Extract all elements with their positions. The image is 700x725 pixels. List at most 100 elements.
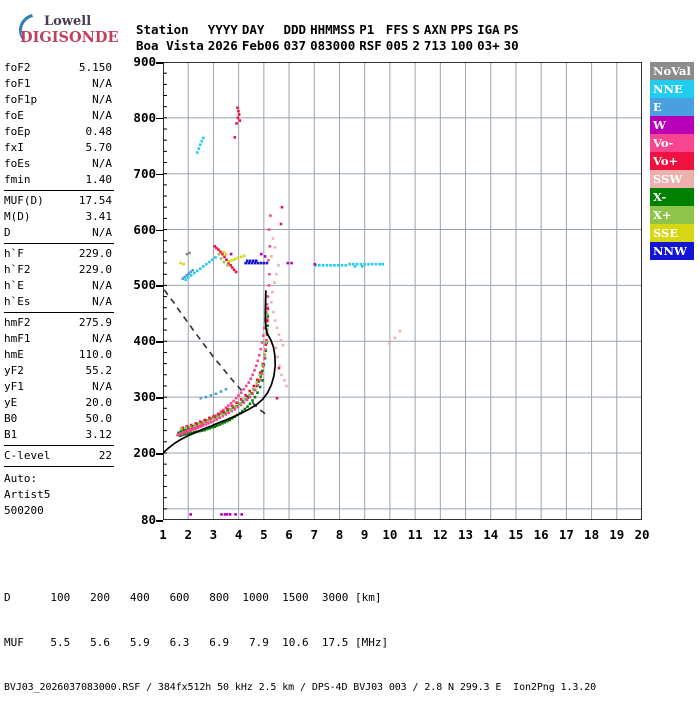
param-freq-value-3: N/A — [92, 109, 112, 122]
logo-arc-icon — [19, 14, 33, 45]
station-header: Station YYYY DAY DDD HHMMSS P1 FFS S AXN PPS IGA PS… — [136, 22, 523, 54]
legend-item-x-[interactable]: X+ — [650, 206, 694, 224]
header-col-2: DAY — [241, 22, 265, 37]
legend-item-vo-[interactable]: Vo- — [650, 134, 694, 152]
param-group-clevel: C-level 22 — [4, 448, 114, 467]
param-profile-value-2: 110.0 — [78, 348, 112, 361]
param-freq-value-4: 0.48 — [85, 125, 113, 138]
header-col-4: HHMMSS — [310, 22, 356, 37]
ionogram-page: Lowell DIGISONDE Station YYYY DAY DDD HHMMSS… — [4, 8, 694, 693]
header-val-2: Feb06 — [241, 38, 280, 53]
x-tick-label-15: 15 — [508, 527, 524, 542]
x-tick-label-18: 18 — [584, 527, 600, 542]
x-tick-label-20: 20 — [634, 527, 650, 542]
x-tick-label-12: 12 — [432, 527, 448, 542]
param-profile-row: hmF2 275.9 — [4, 315, 112, 331]
param-clevel-value-0: 22 — [98, 449, 112, 462]
param-profile-value-5: 20.0 — [85, 396, 113, 409]
param-muf-value-2: N/A — [92, 226, 112, 239]
legend-item-nne[interactable]: NNE — [650, 80, 694, 98]
param-vheight-row: h`Es N/A — [4, 294, 112, 310]
series-x- — [179, 252, 269, 431]
footer-scales: D 100 200 400 600 800 1000 1500 3000 [km… — [4, 560, 596, 725]
header-col-7: S — [412, 22, 420, 37]
param-vheight-key-1: h`F2 — [4, 263, 31, 276]
x-tick-label-5: 5 — [260, 527, 268, 542]
y-tick-label-700: 700 — [133, 165, 156, 181]
param-profile-key-0: hmF2 — [4, 316, 31, 329]
ionogram-plot-canvas[interactable] — [163, 62, 642, 520]
param-vheight-value-0: 229.0 — [78, 247, 112, 260]
y-tick-label-300: 300 — [133, 389, 156, 405]
param-table-clevel: C-level 22 — [4, 448, 112, 464]
param-vheight-key-2: h`E — [4, 279, 24, 292]
header-val-4: 083000 — [310, 38, 356, 53]
auto-line-0: Auto: — [4, 472, 38, 485]
param-muf-row: M(D) 3.41 — [4, 209, 112, 225]
param-profile-key-5: yE — [4, 396, 18, 409]
legend-item-sse[interactable]: SSE — [650, 224, 694, 242]
param-freq-row: foF1 N/A — [4, 76, 112, 92]
legend-item-e[interactable]: E — [650, 98, 694, 116]
param-freq-row: fxI 5.70 — [4, 140, 112, 156]
legend-item-ssw[interactable]: SSW — [650, 170, 694, 188]
legend-item-vo-[interactable]: Vo+ — [650, 152, 694, 170]
x-tick-label-9: 9 — [360, 527, 369, 542]
param-freq-value-5: 5.70 — [85, 141, 113, 154]
legend-item-nnw[interactable]: NNW — [650, 242, 694, 260]
param-table-frequencies: foF2 5.150 foF1 N/A foF1p N/A foE N/A foEp 0.48 fx… — [4, 60, 112, 188]
param-freq-key-1: foF1 — [4, 77, 31, 90]
param-group-frequencies: foF2 5.150 foF1 N/A foF1p N/A foE N/A foEp 0.48 fx… — [4, 60, 114, 191]
series-noval — [185, 251, 191, 256]
param-muf-key-2: D — [4, 226, 11, 239]
param-freq-key-7: fmin — [4, 173, 31, 186]
header-col-6: FFS — [385, 22, 409, 37]
param-profile-value-4: N/A — [92, 380, 112, 393]
series-e — [181, 269, 228, 400]
y-tick-mark — [156, 62, 163, 64]
y-tick-label-900: 900 — [133, 54, 156, 69]
y-tick-label-200: 200 — [133, 444, 156, 460]
ionogram-plot[interactable] — [163, 62, 642, 520]
x-tick-label-2: 2 — [184, 527, 192, 542]
logo-text-digisonde: DIGISONDE — [20, 29, 119, 46]
param-freq-row: foF2 5.150 — [4, 60, 112, 76]
lowell-digisonde-logo: Lowell DIGISONDE — [6, 8, 126, 52]
y-tick-mark — [156, 285, 163, 287]
param-freq-value-2: N/A — [92, 93, 112, 106]
header-val-6: 005 — [385, 38, 409, 53]
x-tick-label-10: 10 — [382, 527, 398, 542]
header-val-8: 713 — [423, 38, 447, 53]
param-profile-key-3: yF2 — [4, 364, 24, 377]
param-freq-key-6: foEs — [4, 157, 31, 170]
header-col-11: PS — [503, 22, 519, 37]
param-profile-value-1: N/A — [92, 332, 112, 345]
param-clevel-row: C-level 22 — [4, 448, 112, 464]
y-tick-label-600: 600 — [133, 221, 156, 237]
header-val-0: Boa Vista — [136, 38, 204, 53]
x-tick-label-19: 19 — [609, 527, 625, 542]
plot-background — [163, 62, 642, 520]
auto-line-1: Artist5 — [4, 488, 51, 501]
header-val-10: 03+ — [477, 38, 500, 53]
header-val-11: 30 — [503, 38, 519, 53]
param-freq-row: foF1p N/A — [4, 92, 112, 108]
x-tick-label-7: 7 — [310, 527, 319, 542]
param-profile-value-7: 3.12 — [85, 428, 113, 441]
station-header-row-values: Boa Vista 2026 Feb06 037 083000 RSF 005 2 713 100… — [136, 38, 523, 54]
x-tick-label-11: 11 — [407, 527, 423, 542]
param-profile-value-0: 275.9 — [78, 316, 112, 329]
param-freq-key-3: foE — [4, 109, 24, 122]
param-clevel-key-0: C-level — [4, 449, 51, 462]
param-vheight-key-0: h`F — [4, 247, 24, 260]
param-freq-row: foEs N/A — [4, 156, 112, 172]
legend-item-x-[interactable]: X- — [650, 188, 694, 206]
station-header-row-labels: Station YYYY DAY DDD HHMMSS P1 FFS S AXN PPS IGA PS — [136, 22, 523, 38]
series-nnw — [244, 259, 269, 265]
y-tick-mark — [156, 173, 163, 176]
header-col-8: AXN — [423, 22, 447, 37]
legend-item-noval[interactable]: NoVal — [650, 62, 694, 80]
param-muf-value-0: 17.54 — [78, 194, 112, 207]
legend-item-w[interactable]: W — [650, 116, 694, 134]
param-profile-row: yE 20.0 — [4, 395, 112, 411]
